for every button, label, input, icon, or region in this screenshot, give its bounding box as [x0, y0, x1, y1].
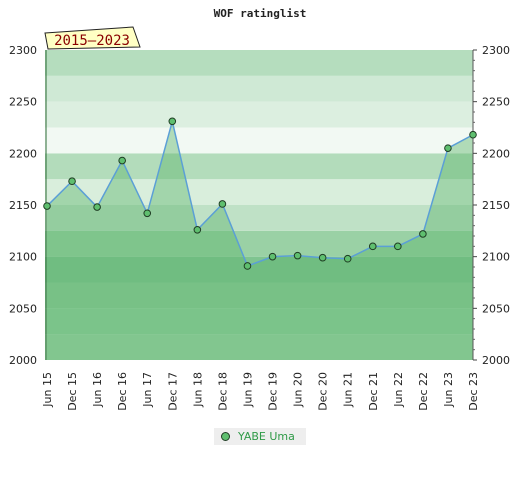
y-band	[45, 282, 473, 309]
x-tick-label: Dec 19	[267, 372, 280, 411]
data-point	[444, 144, 452, 152]
x-tick-label: Dec 17	[166, 372, 179, 411]
y-tick-label-right: 2000	[482, 354, 510, 367]
y-band	[45, 75, 473, 102]
data-point	[143, 209, 152, 218]
x-tick-label: Jun 16	[91, 372, 104, 408]
legend: YABE Uma	[214, 428, 306, 445]
y-band	[45, 179, 473, 205]
y-tick-label-right: 2200	[482, 147, 510, 160]
y-tick-label-right: 2150	[482, 199, 510, 212]
x-tick-label: Dec 20	[317, 372, 330, 411]
x-tick-label: Dec 22	[417, 372, 430, 411]
ticks-layer: 2000 2000 2050 2050 2100 2100 2150 2150 2200 2200…	[9, 44, 510, 411]
chart-title: WOF ratinglist	[214, 7, 307, 20]
data-point	[419, 230, 427, 238]
data-point	[469, 130, 477, 139]
x-tick-label: Jun 20	[292, 372, 305, 408]
y-tick-label-left: 2200	[9, 147, 37, 160]
y-band	[45, 153, 473, 180]
line-layer	[46, 121, 474, 267]
y-band	[45, 101, 473, 128]
x-tick-label: Jun 15	[41, 372, 54, 408]
y-tick-label-right: 2100	[482, 251, 510, 264]
year-badge-label: 2015–2023	[54, 33, 130, 49]
x-tick-label: Jun 21	[342, 372, 355, 408]
x-tick-label: Dec 16	[116, 372, 129, 411]
y-tick-label-right: 2250	[482, 96, 510, 109]
y-tick-label-right: 2300	[482, 44, 510, 57]
y-band	[45, 50, 473, 76]
data-point	[293, 251, 302, 260]
y-tick-label-left: 2150	[9, 199, 37, 212]
y-tick-label-left: 2050	[9, 302, 37, 315]
year-badge: 2015–2023	[44, 26, 141, 50]
x-tick-label: Jun 17	[141, 372, 154, 408]
data-point	[318, 253, 327, 262]
y-band	[45, 308, 473, 335]
x-tick-label: Jun 22	[392, 372, 405, 408]
data-point	[268, 252, 277, 261]
data-point	[93, 203, 101, 211]
area-layer	[47, 121, 473, 360]
data-point	[43, 202, 51, 210]
y-tick-label-left: 2300	[9, 44, 37, 57]
x-tick-label: Jun 18	[191, 372, 204, 408]
legend-marker	[221, 432, 230, 441]
x-tick-label: Dec 23	[467, 372, 480, 411]
data-point	[218, 200, 227, 208]
data-point	[368, 242, 377, 251]
data-point	[394, 242, 402, 251]
data-point	[168, 117, 177, 126]
x-tick-label: Dec 18	[216, 372, 229, 411]
y-band	[45, 334, 473, 360]
x-tick-label: Jun 19	[241, 372, 254, 408]
y-tick-label-left: 2000	[9, 354, 37, 367]
series-area-yabe-uma	[47, 121, 473, 360]
x-tick-label: Dec 15	[66, 372, 79, 411]
legend-label-yabe-uma: YABE Uma	[238, 430, 295, 443]
y-band	[45, 205, 473, 231]
y-bands	[45, 50, 473, 360]
data-point	[68, 177, 76, 186]
series-line-yabe-uma	[46, 121, 474, 267]
y-tick-label-left: 2250	[9, 96, 37, 109]
x-tick-label: Dec 21	[367, 372, 380, 411]
points-layer	[43, 117, 477, 270]
data-point	[193, 226, 202, 234]
x-tick-label: Jun 23	[442, 372, 455, 408]
y-tick-label-left: 2100	[9, 251, 37, 264]
y-band	[45, 127, 473, 154]
y-tick-label-right: 2050	[482, 302, 510, 315]
data-point	[243, 262, 252, 270]
data-point	[118, 156, 126, 165]
data-point	[343, 254, 352, 263]
